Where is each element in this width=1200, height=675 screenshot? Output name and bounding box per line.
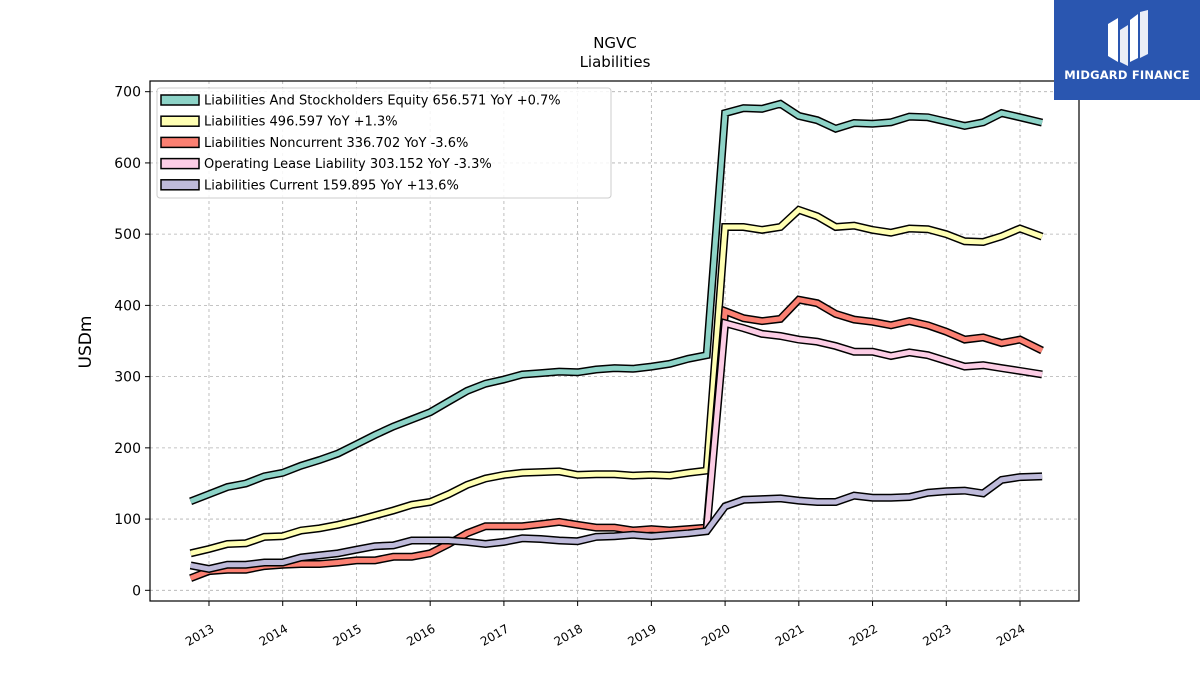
series-lines [189, 99, 1044, 582]
legend: Liabilities And Stockholders Equity 656.… [156, 87, 612, 199]
x-tick-label: 2019 [625, 621, 658, 648]
legend-swatch [160, 136, 200, 149]
y-tick-label: 400 [114, 298, 141, 314]
x-tick-label: 2022 [847, 621, 880, 648]
x-tick-label: 2021 [773, 621, 806, 648]
series-outline-liabilities [189, 205, 1044, 558]
y-axis-ticks: 0 100 200 300 400 500 600 700 [114, 85, 150, 599]
legend-label: Liabilities 496.597 YoY +1.3% [204, 115, 398, 130]
series-line-liabilities-and-stockholders-equity [189, 101, 1043, 504]
plot-frame [149, 80, 1080, 602]
legend-label: Liabilities Current 159.895 YoY +13.6% [204, 178, 459, 193]
series-line-liabilities [190, 207, 1043, 556]
x-tick-label: 2013 [183, 621, 216, 648]
legend-swatch [160, 115, 200, 127]
x-tick-label: 2014 [257, 621, 290, 648]
legend-label: Liabilities Noncurrent 336.702 YoY -3.6% [204, 136, 468, 151]
legend-label: Liabilities And Stockholders Equity 656.… [204, 94, 561, 109]
legend-label: Operating Lease Liability 303.152 YoY -3… [204, 157, 492, 172]
chart-title: NGVC [593, 34, 637, 52]
y-tick-label: 600 [114, 156, 141, 172]
x-tick-label: 2018 [552, 621, 585, 648]
series-line-liabilities-current [190, 473, 1043, 572]
y-tick-label: 200 [114, 441, 141, 457]
legend-swatch [160, 179, 200, 191]
x-tick-label: 2017 [478, 621, 511, 648]
legend-box [156, 87, 612, 199]
y-tick-label: 700 [114, 85, 141, 101]
x-tick-label: 2023 [920, 621, 953, 648]
y-tick-label: 500 [114, 227, 141, 243]
series-line-liabilities-noncurrent [189, 296, 1044, 581]
legend-swatch [160, 157, 200, 170]
x-tick-label: 2020 [699, 621, 732, 648]
chart-subtitle: Liabilities [580, 53, 651, 71]
x-axis-ticks: 2013 2014 2015 2016 2017 2018 2019 2020 2021 2022… [183, 601, 1028, 649]
legend-swatch [160, 94, 200, 106]
y-axis-label: USDm [76, 316, 96, 369]
x-tick-label: 2016 [404, 621, 437, 648]
brand-logo: MIDGARD FINANCE [1054, 0, 1200, 100]
x-tick-label: 2024 [994, 621, 1027, 648]
y-tick-label: 300 [114, 370, 141, 386]
y-tick-label: 0 [132, 583, 141, 599]
brand-logo-text: MIDGARD FINANCE [1064, 68, 1190, 82]
x-tick-label: 2015 [330, 621, 363, 648]
midgard-logo-icon [1108, 10, 1148, 66]
y-tick-label: 100 [114, 512, 141, 528]
series-line-operating-lease-liability [704, 320, 1043, 531]
